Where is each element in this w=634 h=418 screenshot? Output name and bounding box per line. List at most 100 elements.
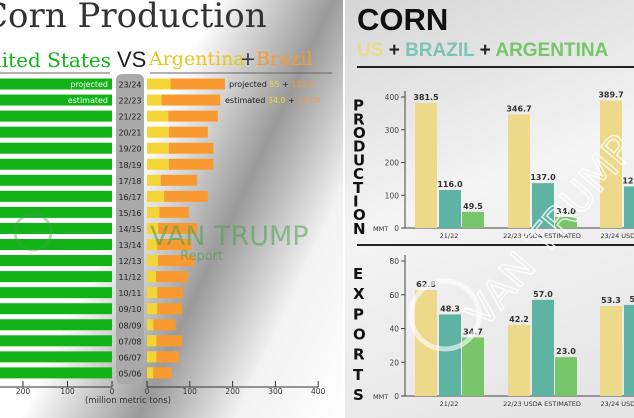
y-axis-letter: C bbox=[353, 165, 364, 183]
year-label: 23/24 bbox=[118, 81, 141, 90]
us-bar bbox=[0, 287, 112, 299]
bar-argentina bbox=[555, 357, 577, 396]
argentina-bar bbox=[147, 78, 171, 90]
argentina-bar bbox=[147, 110, 169, 122]
annotation: estimated 34.0 + 137.0 bbox=[225, 96, 320, 105]
category-label: 23/24 USDA bbox=[600, 232, 634, 240]
annotation-part: 127.0 bbox=[289, 80, 314, 89]
year-label: 05/06 bbox=[118, 369, 141, 378]
tick-label: 40 bbox=[389, 325, 399, 334]
y-axis-letter: T bbox=[353, 366, 364, 384]
annotation-part: + bbox=[280, 80, 289, 89]
left-title: Corn Production bbox=[0, 0, 267, 36]
year-label: 15/16 bbox=[118, 209, 141, 218]
bar-us bbox=[508, 114, 530, 228]
year-label: 13/14 bbox=[118, 241, 141, 250]
argentina-bar bbox=[147, 142, 169, 154]
data-label: 137.0 bbox=[530, 173, 556, 182]
year-label: 22/23 bbox=[118, 97, 141, 106]
category-label: 22/23 USDA ESTIMATED bbox=[503, 400, 581, 408]
brazil-bar bbox=[158, 222, 198, 234]
argentina-bar bbox=[147, 206, 160, 218]
us-bar bbox=[0, 335, 112, 347]
us-bar bbox=[0, 94, 112, 106]
brazil-legend: BRAZIL bbox=[405, 40, 475, 61]
argentina-bar bbox=[147, 335, 157, 347]
year-label: 14/15 bbox=[118, 225, 141, 234]
unit-label: MMT bbox=[373, 393, 388, 401]
us-bar bbox=[0, 78, 113, 90]
unit-label: MMT bbox=[373, 225, 388, 233]
year-label: 06/07 bbox=[118, 353, 141, 362]
argentina-bar bbox=[147, 222, 159, 234]
category-label: 22/23 USDA ESTIMATED bbox=[503, 232, 581, 240]
brazil-bar bbox=[157, 287, 183, 299]
data-label: 389.7 bbox=[598, 90, 623, 99]
tick-label: 0 bbox=[145, 387, 150, 396]
plus-label: + bbox=[240, 48, 256, 70]
y-axis-letter: P bbox=[353, 97, 364, 115]
brazil-bar bbox=[168, 110, 218, 122]
tick-label: 100 bbox=[183, 387, 198, 396]
us-bar bbox=[0, 126, 112, 138]
brazil-bar bbox=[158, 255, 195, 267]
us-bar bbox=[0, 367, 112, 379]
bar-us bbox=[600, 100, 622, 228]
data-label: 53.3 bbox=[601, 296, 621, 305]
y-axis-letter: U bbox=[353, 151, 365, 169]
year-label: 16/17 bbox=[118, 193, 141, 202]
tick-label: 200 bbox=[385, 159, 400, 168]
argentina-bar bbox=[147, 255, 159, 267]
tick-label: 200 bbox=[225, 387, 240, 396]
us-bar bbox=[0, 239, 113, 250]
tick-label: 20 bbox=[389, 358, 399, 367]
y-axis-letter: X bbox=[353, 285, 365, 303]
tick-label: 400 bbox=[311, 387, 326, 396]
bar-brazil bbox=[532, 299, 554, 396]
vs-label: VS bbox=[117, 47, 147, 72]
argentina-bar bbox=[147, 158, 169, 170]
us-bar bbox=[0, 174, 112, 186]
us-legend: US bbox=[357, 40, 384, 61]
year-column bbox=[116, 74, 144, 384]
year-label: 11/12 bbox=[118, 273, 141, 282]
argentina-bar bbox=[147, 271, 156, 283]
bar-brazil bbox=[532, 183, 554, 228]
watermark-text: VAN TRUMP bbox=[150, 221, 309, 252]
tick-label: 0 bbox=[394, 392, 399, 401]
tick-label: 0 bbox=[110, 387, 115, 396]
brazil-bar bbox=[153, 319, 176, 331]
argentina-bar bbox=[147, 239, 158, 250]
year-label: 20/21 bbox=[118, 129, 141, 138]
tick-label: 60 bbox=[389, 291, 399, 300]
bar-brazil bbox=[439, 190, 461, 228]
data-label: 34.0 bbox=[556, 207, 576, 216]
us-bar bbox=[0, 255, 112, 267]
brazil-bar bbox=[168, 158, 214, 170]
argentina-bar bbox=[147, 303, 158, 315]
x-axis-label: (million metric tons) bbox=[85, 396, 171, 406]
year-label: 21/22 bbox=[118, 113, 141, 122]
y-axis-letter: T bbox=[353, 179, 364, 197]
us-bar bbox=[0, 110, 112, 122]
watermark-logo bbox=[408, 278, 482, 352]
brazil-bar bbox=[164, 190, 208, 202]
us-bar bbox=[0, 271, 113, 283]
argentina-bar bbox=[147, 351, 157, 363]
y-axis-letter: S bbox=[353, 386, 364, 404]
brazil-label: Brazil bbox=[256, 48, 313, 70]
data-label: 54 bbox=[629, 295, 634, 304]
y-axis-letter: O bbox=[353, 206, 366, 224]
watermark-logo bbox=[13, 212, 53, 252]
bar-us bbox=[508, 324, 530, 396]
tick-label: 300 bbox=[268, 387, 283, 396]
annotation-part: 137.0 bbox=[295, 96, 320, 105]
bar-brazil bbox=[624, 304, 634, 396]
argentina-legend: ARGENTINA bbox=[495, 40, 609, 61]
annotation-part: 34.0 bbox=[265, 96, 285, 105]
us-bar bbox=[0, 158, 112, 170]
annotation-part: estimated bbox=[225, 96, 265, 105]
brazil-bar bbox=[156, 335, 183, 347]
bar-us bbox=[415, 103, 437, 228]
data-label: 23.0 bbox=[556, 347, 576, 356]
